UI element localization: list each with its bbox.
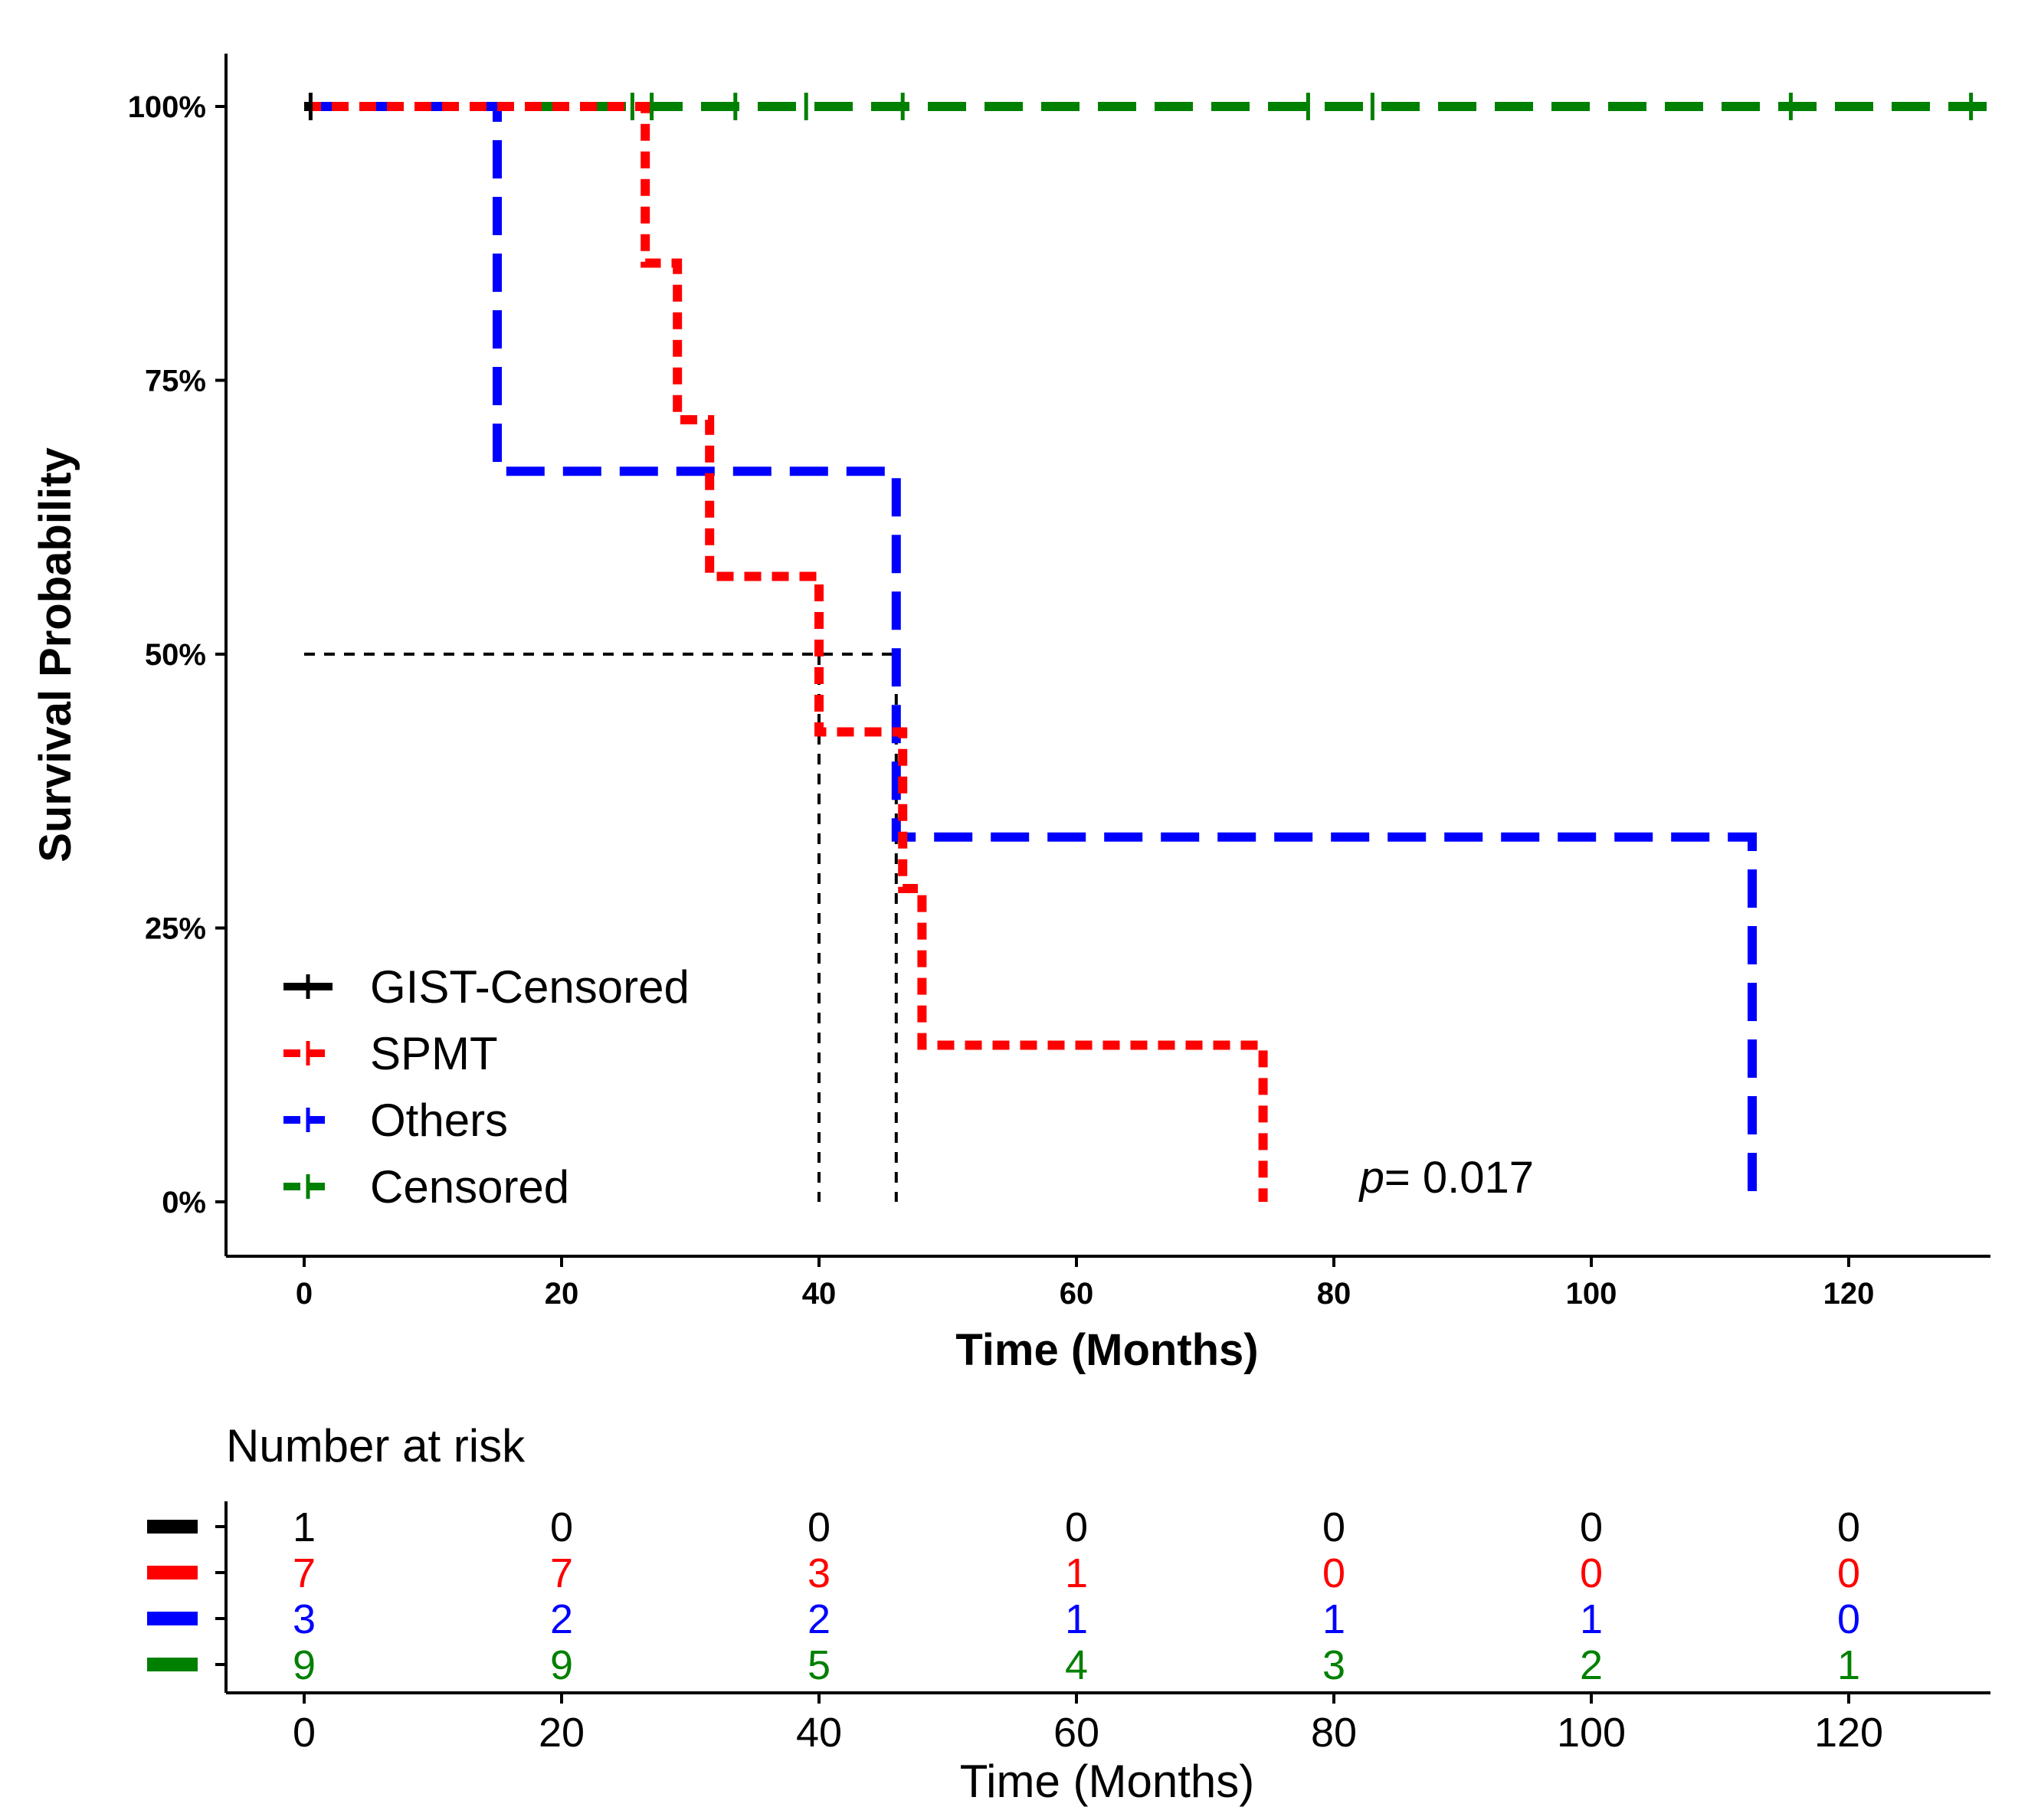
risk-count: 0 <box>1322 1504 1345 1550</box>
x-tick-label: 100 <box>1566 1277 1617 1311</box>
risk-x-axis-title: Time (Months) <box>960 1756 1255 1807</box>
risk-count: 2 <box>808 1596 831 1642</box>
risk-x-tick-label: 80 <box>1311 1710 1357 1756</box>
curve-spmt <box>304 102 1268 1202</box>
y-tick-label: 75% <box>145 365 206 398</box>
survival-plot: 0% 25% 50% 75% 100% 0 20 40 60 80 100 120 Time (Mont… <box>31 54 1990 1375</box>
curve-others <box>304 102 1757 1202</box>
x-axis-title: Time (Months) <box>955 1325 1258 1375</box>
legend-label: Others <box>370 1095 508 1146</box>
risk-count: 1 <box>1837 1642 1860 1688</box>
p-value-text: p= 0.017 <box>1358 1153 1534 1203</box>
p-value-number: = 0.017 <box>1384 1153 1534 1203</box>
x-tick-label: 120 <box>1823 1277 1875 1311</box>
risk-x-tick-label: 20 <box>539 1710 585 1756</box>
risk-x-tick-label: 100 <box>1557 1710 1626 1756</box>
y-axis-title: Survival Probability <box>31 447 80 863</box>
legend-item: GIST-Censored <box>283 961 690 1013</box>
legend-item: Others <box>283 1095 508 1146</box>
p-value: p= 0.017 <box>1358 1153 1534 1203</box>
y-tick-label: 50% <box>145 638 206 672</box>
risk-count: 0 <box>1322 1550 1345 1596</box>
risk-count: 0 <box>1580 1504 1603 1550</box>
risk-count: 7 <box>550 1550 573 1596</box>
risk-count: 7 <box>293 1550 316 1596</box>
legend-item: Censored <box>283 1161 569 1213</box>
y-tick-label: 25% <box>145 912 206 946</box>
x-tick-label: 40 <box>802 1277 837 1311</box>
risk-count: 0 <box>550 1504 573 1550</box>
risk-x-tick-label: 60 <box>1053 1710 1099 1756</box>
risk-count: 0 <box>808 1504 831 1550</box>
y-tick-label: 0% <box>162 1186 206 1219</box>
risk-count: 2 <box>1580 1642 1603 1688</box>
legend-label: SPMT <box>370 1028 498 1079</box>
risk-x-tick-label: 40 <box>796 1710 842 1756</box>
x-tick-label: 20 <box>545 1277 579 1311</box>
risk-count: 0 <box>1837 1550 1860 1596</box>
x-tick-label: 60 <box>1060 1277 1094 1311</box>
y-tick-label: 100% <box>128 90 206 124</box>
x-tick-label: 0 <box>296 1277 313 1311</box>
risk-count: 3 <box>1322 1642 1345 1688</box>
risk-count: 1 <box>1065 1596 1088 1642</box>
risk-count: 9 <box>293 1642 316 1688</box>
risk-count: 2 <box>550 1596 573 1642</box>
risk-count: 4 <box>1065 1642 1088 1688</box>
risk-x-tick-label: 120 <box>1814 1710 1883 1756</box>
risk-x-tick-label: 0 <box>293 1710 316 1756</box>
risk-count: 0 <box>1837 1596 1860 1642</box>
p-value-symbol: p <box>1358 1153 1384 1203</box>
risk-count: 5 <box>808 1642 831 1688</box>
risk-table-title: Number at risk <box>226 1420 526 1471</box>
x-tick-label: 80 <box>1317 1277 1351 1311</box>
risk-count: 1 <box>1065 1550 1088 1596</box>
legend-label: Censored <box>370 1161 569 1213</box>
risk-count: 0 <box>1837 1504 1860 1550</box>
risk-count: 0 <box>1065 1504 1088 1550</box>
risk-count: 9 <box>550 1642 573 1688</box>
risk-count: 1 <box>1580 1596 1603 1642</box>
risk-count: 0 <box>1580 1550 1603 1596</box>
risk-count: 3 <box>293 1596 316 1642</box>
legend-item: SPMT <box>283 1028 498 1079</box>
legend-label: GIST-Censored <box>370 961 690 1013</box>
risk-count: 3 <box>808 1550 831 1596</box>
risk-count: 1 <box>293 1504 316 1550</box>
risk-count: 1 <box>1322 1596 1345 1642</box>
